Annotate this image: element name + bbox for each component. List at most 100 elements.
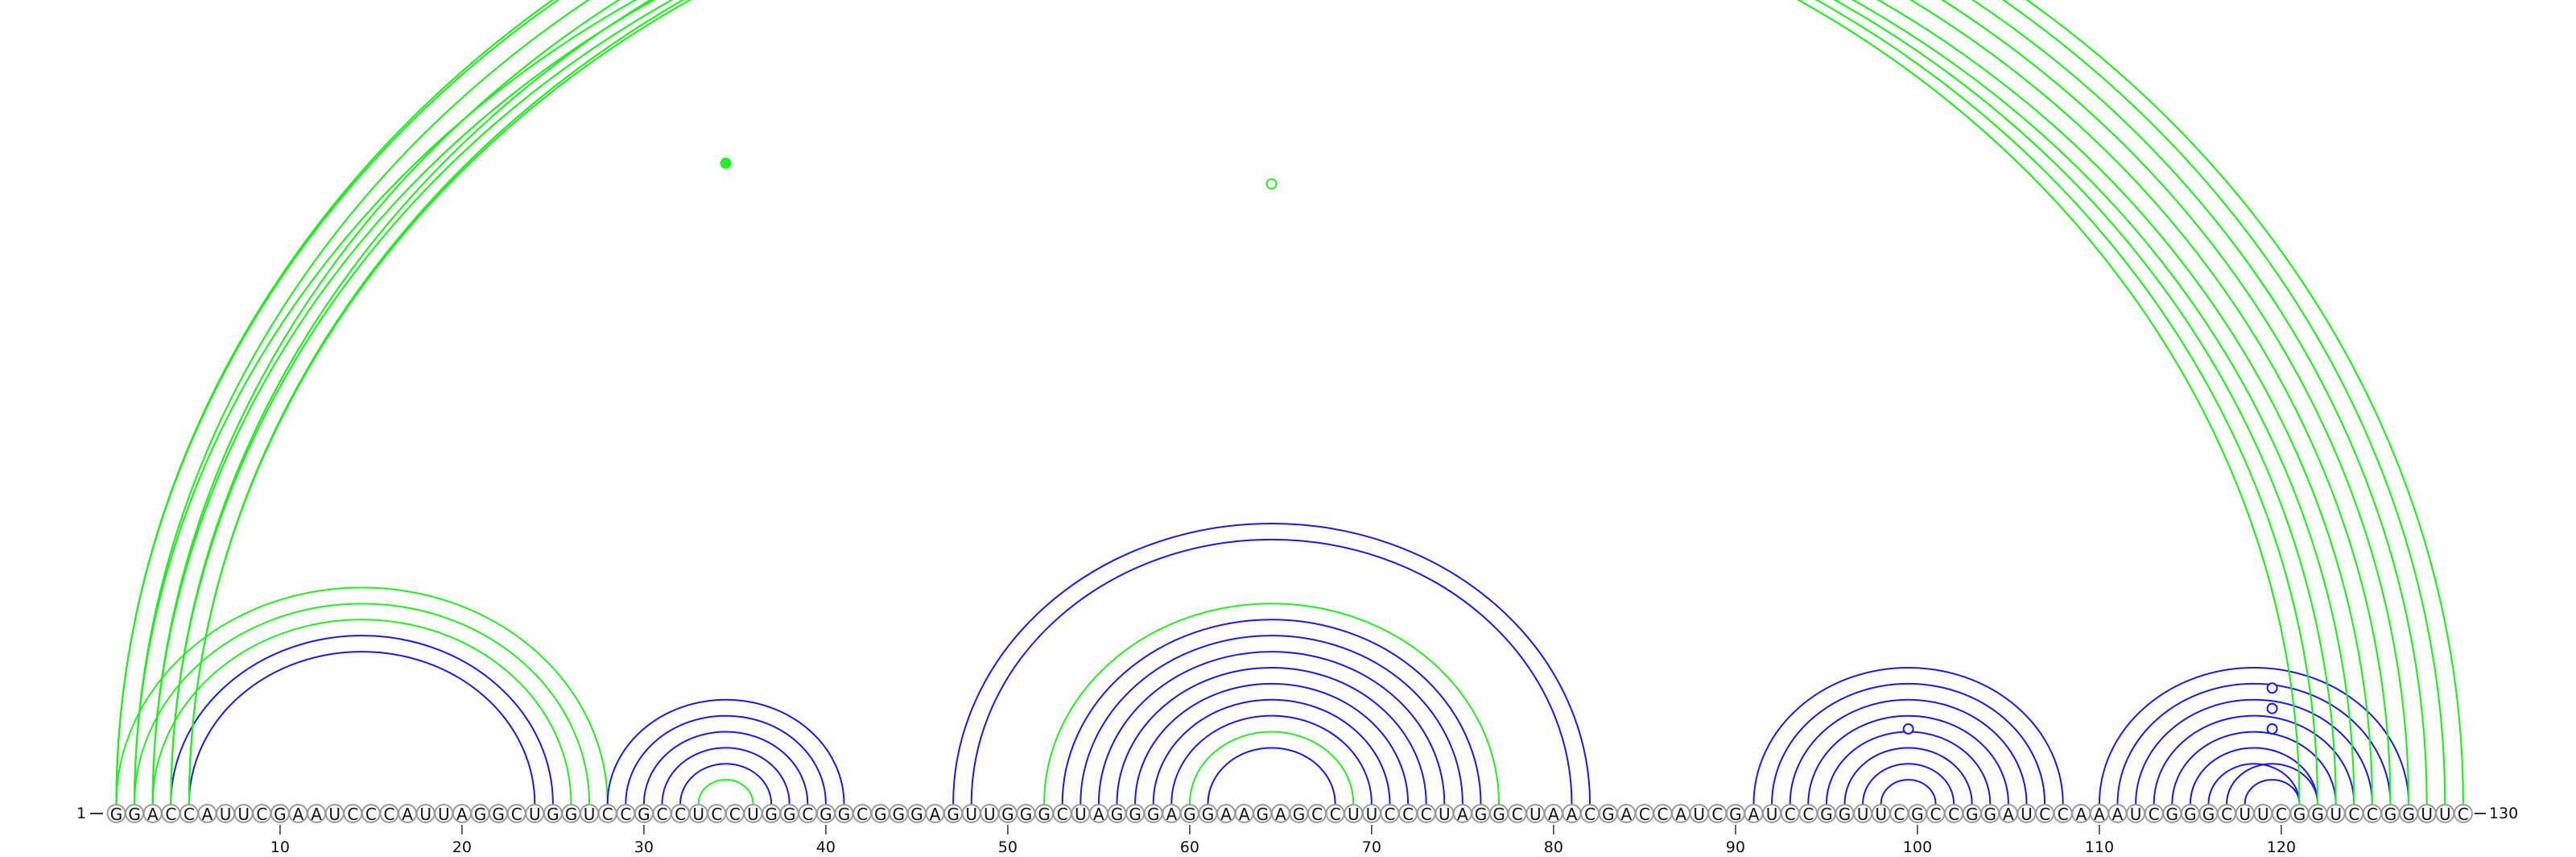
nucleotide-letter: C xyxy=(657,805,668,824)
arc-marker-7 xyxy=(2266,702,2278,714)
base-pair-arc-59-70 xyxy=(1170,714,1373,805)
nucleotide-letter: C xyxy=(857,805,868,824)
nucleotide-letter: G xyxy=(1729,805,1742,824)
nucleotide-79: U xyxy=(1525,804,1546,824)
tick-label-120: 120 xyxy=(2267,838,2296,856)
nucleotide-letter: A xyxy=(1275,805,1286,824)
nucleotide-letter: G xyxy=(474,805,487,824)
nucleotide-letter: G xyxy=(1038,805,1051,824)
nucleotide-124: C xyxy=(2344,804,2364,824)
nucleotide-letter: G xyxy=(1020,805,1033,824)
base-pair-arc-60-69 xyxy=(1188,731,1355,805)
nucleotide-letter: A xyxy=(1239,805,1250,824)
nucleotide-56: G xyxy=(1107,804,1127,824)
nucleotide-76: G xyxy=(1471,804,1491,824)
tick-label-80: 80 xyxy=(1544,838,1563,856)
nucleotide-67: C xyxy=(1307,804,1327,824)
nucleotide-letter: G xyxy=(128,805,141,824)
nucleotide-14: C xyxy=(343,804,363,824)
nucleotide-letter: C xyxy=(1512,805,1523,824)
nucleotide-11: A xyxy=(288,804,308,824)
nucleotide-letter: U xyxy=(1075,805,1087,824)
nucleotide-5: C xyxy=(179,804,199,824)
nucleotide-letter: U xyxy=(1530,805,1542,824)
nucleotide-letter: C xyxy=(165,805,176,824)
nucleotide-letter: G xyxy=(2311,805,2324,824)
base-pair-arc-61-68 xyxy=(1207,747,1336,805)
base-pair-arc-5-125 xyxy=(188,0,2373,805)
nucleotide-letter: A xyxy=(293,805,304,824)
nucleotide-46: A xyxy=(925,804,945,824)
nucleotide-13: U xyxy=(324,804,345,824)
tick-label-10: 10 xyxy=(270,838,290,856)
tick-label-20: 20 xyxy=(452,838,472,856)
nucleotide-letter: G xyxy=(947,805,960,824)
base-pair-arc-111-126 xyxy=(2116,682,2392,805)
nucleotide-122: G xyxy=(2308,804,2328,824)
base-pair-arc-30-39 xyxy=(642,731,809,805)
nucleotide-letter: C xyxy=(365,805,377,824)
nucleotide-letter: G xyxy=(565,805,578,824)
base-pair-arc-4-25 xyxy=(170,635,554,805)
base-pair-arc-55-74 xyxy=(1097,651,1446,805)
start-position-label: 1 xyxy=(76,805,86,822)
nucleotide-letter: C xyxy=(602,805,613,824)
nucleotide-88: U xyxy=(1689,804,1709,824)
nucleotide-111: A xyxy=(2107,804,2128,824)
nucleotide-68: C xyxy=(1325,804,1345,824)
nucleotide-65: A xyxy=(1270,804,1290,824)
tick-label-70: 70 xyxy=(1362,838,1381,856)
nucleotide-26: G xyxy=(561,804,581,824)
nucleotide-letter: C xyxy=(2039,805,2050,824)
base-pair-arc-57-72 xyxy=(1134,682,1410,805)
base-pair-arc-48-81 xyxy=(970,538,1573,805)
base-pair-arc-31-38 xyxy=(661,747,791,805)
nucleotide-64: G xyxy=(1253,804,1273,824)
nucleotide-letter: A xyxy=(2094,805,2105,824)
nucleotide-letter: G xyxy=(2402,805,2415,824)
nucleotide-33: U xyxy=(688,804,708,824)
nucleotide-letter: G xyxy=(110,805,123,824)
nucleotide-36: U xyxy=(743,804,763,824)
nucleotide-letter: G xyxy=(1602,805,1615,824)
base-pair-arc-4-123 xyxy=(170,0,2337,805)
nucleotide-letter: C xyxy=(1639,805,1650,824)
nucleotide-71: C xyxy=(1380,804,1400,824)
nucleotide-110: A xyxy=(2089,804,2109,824)
nucleotide-letter: G xyxy=(2166,805,2179,824)
nucleotide-78: C xyxy=(1507,804,1527,824)
arc-marker-3 xyxy=(1265,178,1278,190)
nucleotide-102: C xyxy=(1944,804,1964,824)
nucleotide-107: C xyxy=(2035,804,2055,824)
nucleotide-letter: C xyxy=(1785,805,1796,824)
nucleotide-84: A xyxy=(1616,804,1637,824)
nucleotide-109: A xyxy=(2071,804,2091,824)
nucleotide-4: C xyxy=(161,804,181,824)
nucleotide-letter: G xyxy=(1492,805,1505,824)
base-pair-arc-118-121 xyxy=(2244,779,2301,805)
nucleotide-letter: G xyxy=(783,805,796,824)
nucleotide-54: U xyxy=(1071,804,1091,824)
nucleotide-92: U xyxy=(1762,804,1782,824)
nucleotide-letter: G xyxy=(1202,805,1215,824)
nucleotide-letter: C xyxy=(729,805,741,824)
nucleotide-128: U xyxy=(2417,804,2437,824)
nucleotide-12: A xyxy=(307,804,327,824)
base-pair-arc-33-36 xyxy=(697,779,754,805)
nucleotide-letter: G xyxy=(1001,805,1014,824)
nucleotide-letter: A xyxy=(1620,805,1632,824)
nucleotide-97: U xyxy=(1853,804,1873,824)
nucleotide-letter: G xyxy=(1984,805,1997,824)
base-pair-arc-93-106 xyxy=(1789,698,2028,805)
tick-label-100: 100 xyxy=(1903,838,1932,856)
nucleotide-letter: A xyxy=(1220,805,1232,824)
nucleotide-34: C xyxy=(707,804,727,824)
nucleotide-letter: A xyxy=(2003,805,2014,824)
nucleotide-98: U xyxy=(1871,804,1891,824)
nucleotide-letter: U xyxy=(419,805,431,824)
nucleotide-86: C xyxy=(1653,804,1673,824)
nucleotide-letter: G xyxy=(1839,805,1852,824)
nucleotide-letter: G xyxy=(893,805,906,824)
nucleotide-letter: C xyxy=(2348,805,2359,824)
nucleotide-letter: C xyxy=(1057,805,1068,824)
